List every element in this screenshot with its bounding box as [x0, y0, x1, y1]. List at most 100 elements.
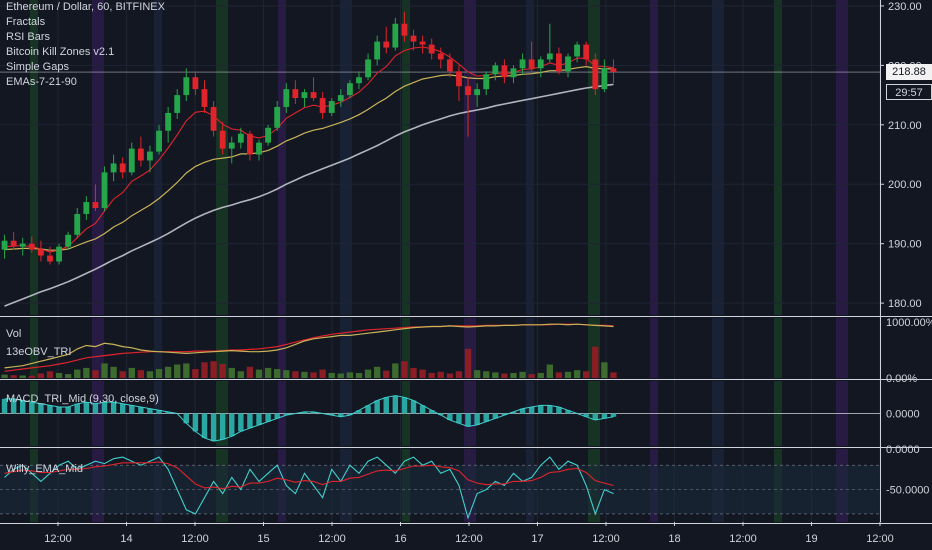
macd-pane: [0, 395, 880, 442]
volume-bar: [364, 369, 372, 378]
kill-zone-band: [340, 318, 352, 378]
candle-body: [328, 101, 335, 113]
candle-body: [537, 59, 544, 69]
macd-bar: [110, 402, 117, 414]
volume-bar: [501, 373, 508, 378]
volume-bar: [101, 363, 108, 378]
volume-bar: [174, 364, 181, 378]
candle-body: [601, 68, 608, 90]
kill-zone-band: [712, 0, 724, 315]
indicator-rsi-bars[interactable]: RSI Bars: [6, 31, 51, 43]
time-tick-label: 12:00: [866, 533, 894, 545]
macd-bar: [56, 407, 62, 414]
candle-body: [392, 23, 399, 48]
kill-zone-band: [526, 318, 534, 378]
kill-zone-band: [30, 318, 38, 378]
candle-body: [592, 59, 599, 90]
indicator-fractals[interactable]: Fractals: [6, 16, 46, 28]
candle-body: [319, 98, 326, 113]
candle-body: [10, 240, 17, 247]
vol-label[interactable]: Vol: [6, 328, 22, 340]
main-legend: Ethereum / Dollar, 60, BITFINEX Fractals…: [6, 0, 165, 90]
macd-bar: [119, 403, 126, 414]
macd-line: [4, 395, 614, 442]
macd-bar: [528, 407, 535, 414]
price-tick-label: 230.00: [888, 1, 922, 13]
candle-body: [610, 68, 617, 73]
macd-bar: [374, 400, 380, 414]
candle-body: [474, 89, 481, 96]
kill-zone-band: [278, 318, 286, 378]
volume-bar: [592, 346, 599, 378]
kill-zone-band: [92, 318, 104, 378]
volume-bar: [319, 369, 326, 378]
volume-bar: [410, 367, 417, 378]
vol-tick-label: 0.00%: [886, 373, 917, 385]
macd-bar: [92, 403, 99, 414]
obv-label[interactable]: 13eOBV_TRI: [6, 346, 72, 358]
macd-bar: [74, 403, 80, 414]
volume-bar: [183, 363, 190, 378]
candle-body: [174, 95, 181, 113]
candle-body: [201, 89, 208, 107]
macd-bar: [438, 413, 444, 416]
candle-body: [165, 112, 172, 131]
macd-bar: [65, 407, 71, 414]
macd-label[interactable]: MACD_TRI_Mid (9,30, close,9): [6, 393, 159, 405]
candle-body: [510, 68, 517, 78]
ema90-line: [4, 83, 614, 307]
volume-bar: [255, 369, 263, 378]
price-tick-label: 180.00: [888, 298, 922, 310]
price-tick-label: 210.00: [888, 120, 922, 132]
macd-bar: [565, 410, 571, 414]
time-tick-label: 12:00: [592, 533, 620, 545]
macd-bar: [192, 413, 199, 432]
indicator-kill-zones[interactable]: Bitcoin Kill Zones v2.1: [6, 46, 115, 58]
candle-body: [410, 35, 417, 42]
volume-bar: [74, 369, 81, 378]
candle-body: [237, 133, 244, 143]
volume-bar: [28, 375, 35, 378]
macd-bar: [538, 405, 544, 414]
candle-body: [37, 249, 44, 256]
candle-body: [137, 148, 144, 161]
candle-body: [192, 77, 199, 90]
indicator-simple-gaps[interactable]: Simple Gaps: [6, 61, 69, 73]
candle-body: [546, 53, 553, 60]
volume-bar: [264, 367, 272, 378]
macd-bar: [583, 413, 589, 417]
macd-bar: [129, 405, 135, 414]
macd-bar: [592, 413, 599, 420]
chart-title[interactable]: Ethereum / Dollar, 60, BITFINEX: [6, 1, 165, 13]
volume-bar: [583, 371, 590, 378]
candle-body: [446, 59, 453, 72]
time-tick-label: 15: [257, 533, 269, 545]
volume-bar: [283, 370, 290, 378]
macd-bar: [456, 413, 462, 424]
obv-line: [4, 323, 614, 369]
candle-body: [65, 234, 72, 247]
macd-bar: [101, 402, 108, 414]
volume-bar: [455, 371, 463, 378]
kill-zone-band: [402, 318, 410, 378]
willy-label[interactable]: Willy_EMA_Mid: [6, 463, 84, 475]
candle-body: [456, 71, 462, 87]
volume-bar: [346, 372, 354, 378]
candle-body: [1, 240, 8, 250]
candle-body: [401, 23, 408, 36]
indicator-emas[interactable]: EMAs-7-21-90: [6, 76, 77, 88]
candle-body: [310, 92, 317, 99]
macd-bar: [247, 413, 253, 429]
candle-body: [210, 106, 217, 131]
macd-bar: [19, 400, 26, 414]
kill-zone-band: [216, 318, 228, 378]
price-pane: [0, 11, 880, 307]
candle-body: [465, 86, 471, 96]
kill-zone-band: [588, 0, 600, 315]
kill-zone-band: [836, 0, 848, 315]
kill-zone-band: [774, 318, 782, 378]
macd-bar: [219, 413, 226, 440]
kill-zone-band: [650, 0, 658, 315]
macd-bar: [201, 413, 208, 438]
